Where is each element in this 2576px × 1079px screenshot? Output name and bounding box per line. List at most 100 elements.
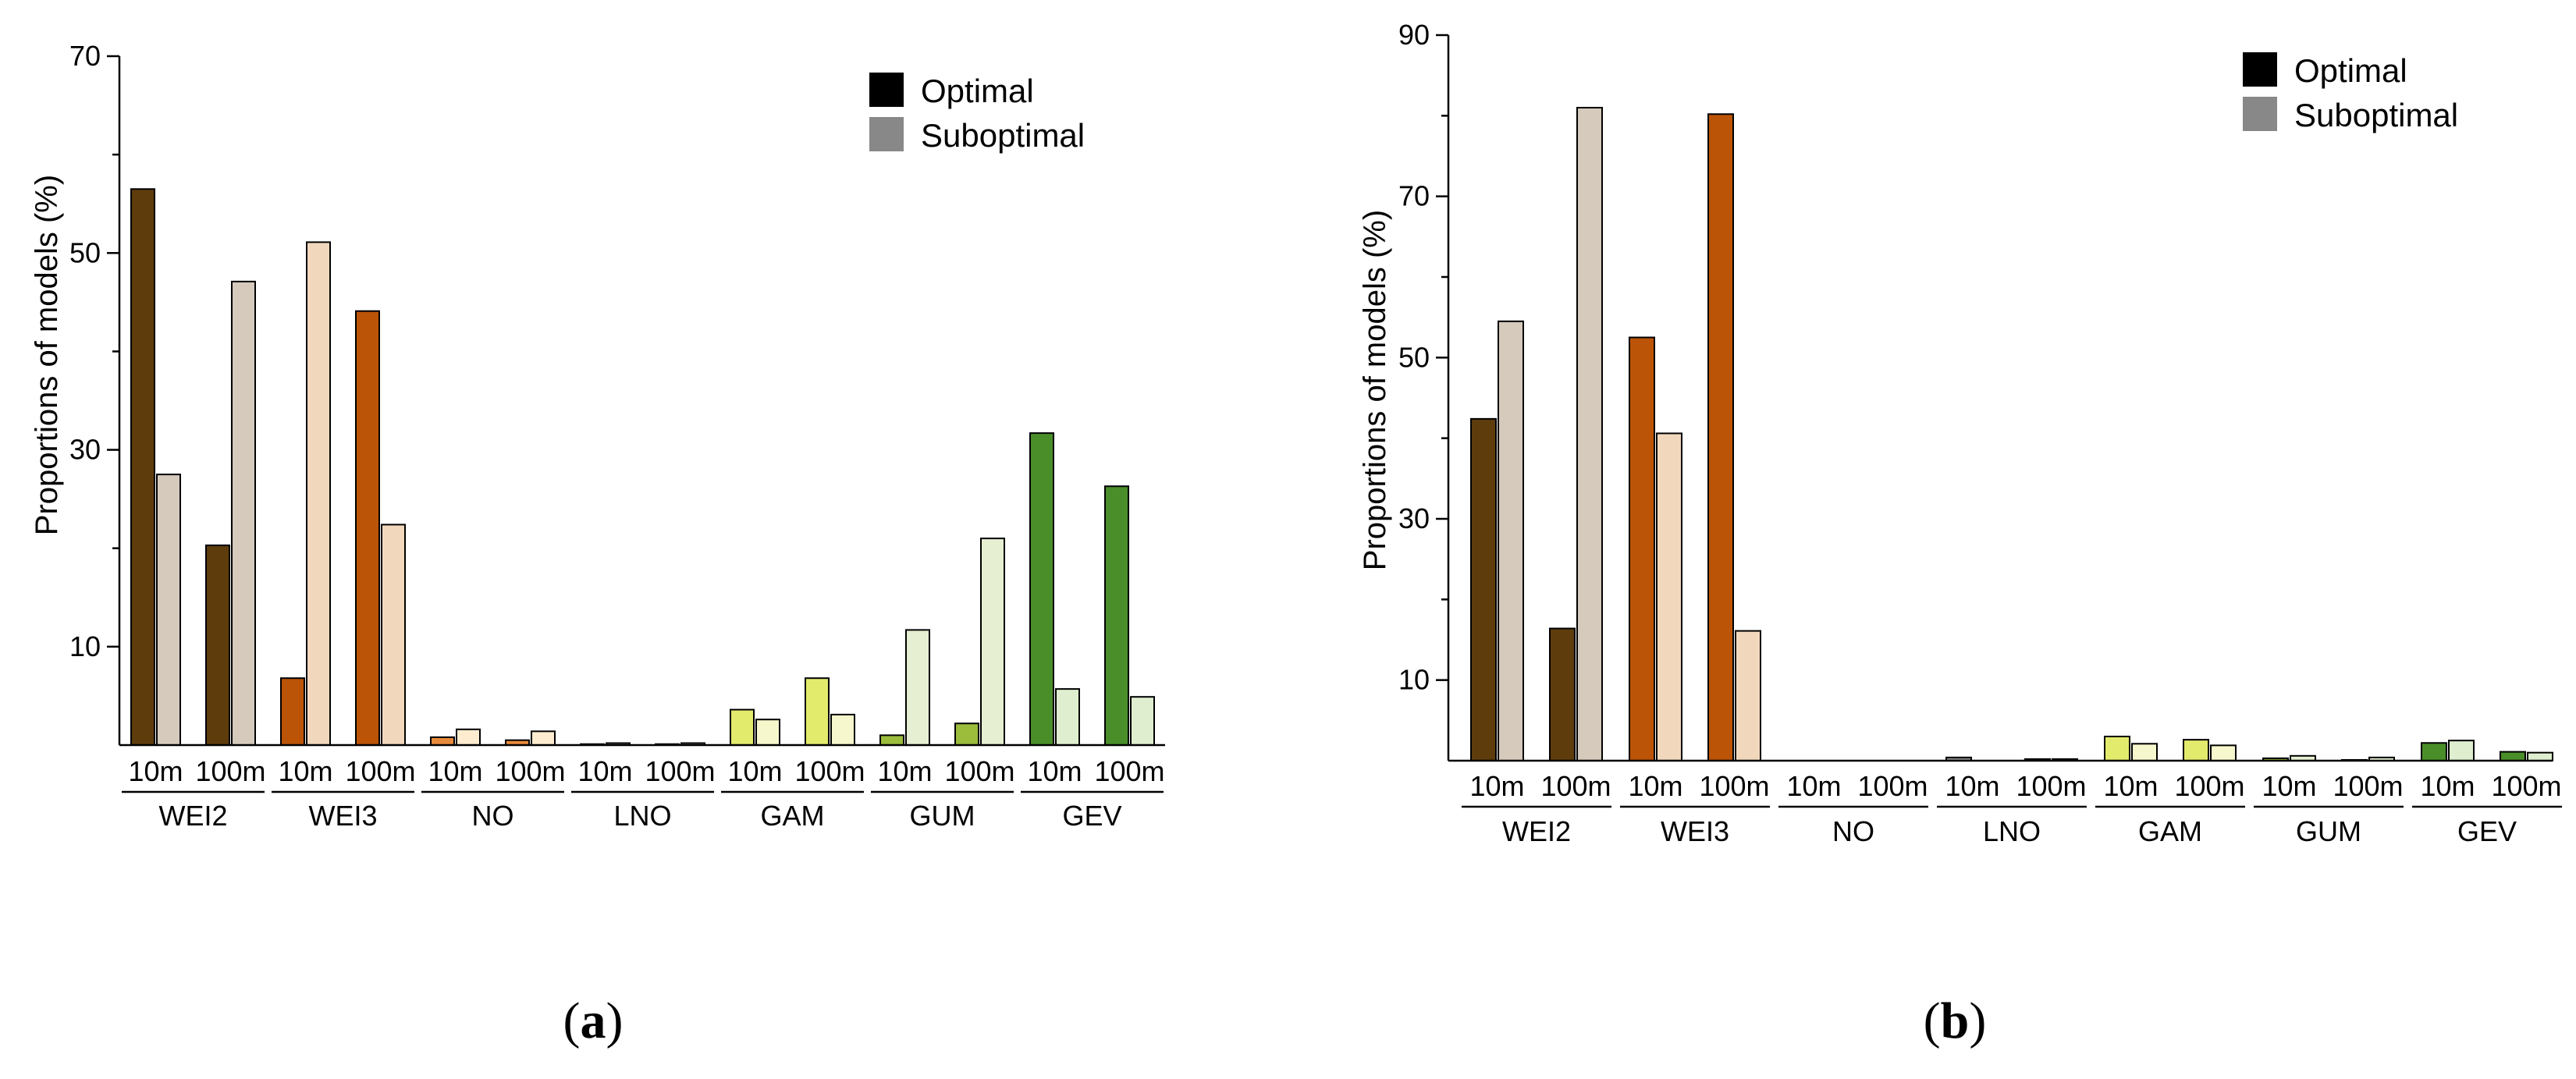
panel-a-legend-swatch-optimal <box>869 73 904 107</box>
x-sub-label: 10m <box>428 755 482 787</box>
y-tick-label: 10 <box>1398 664 1430 696</box>
bar-gum-10m-suboptimal <box>905 629 930 746</box>
panel-b-y-axis: 10 30 50 70 90 <box>1398 19 1450 761</box>
bar-wei2-10m-suboptimal <box>1498 320 1524 762</box>
bar-wei3-10m-suboptimal <box>306 241 331 747</box>
bar-gev-100m-suboptimal <box>1130 696 1155 747</box>
x-sub-label: 100m <box>794 755 865 787</box>
x-sub-label: 100m <box>1857 770 1928 802</box>
panel-b-chart: 10 30 50 70 90 10m 100m WEI2 10m 100m WEI3 10m 100m… <box>1358 19 2562 1049</box>
x-sub-label: 100m <box>944 755 1014 787</box>
panel-a-legend-label-optimal: Optimal <box>921 73 1034 109</box>
x-sub-label: 100m <box>345 755 415 787</box>
x-group-label: LNO <box>613 800 671 832</box>
panel-a-y-axis-title: Proportions of models (%) <box>30 175 64 535</box>
x-sub-label: 100m <box>645 755 715 787</box>
panel-b-legend-label-optimal: Optimal <box>2294 52 2407 89</box>
bar-wei2-10m-optimal <box>1470 417 1497 761</box>
bar-gam-100m-suboptimal <box>2210 744 2237 761</box>
x-group-label: LNO <box>1983 815 2041 847</box>
x-sub-label: 100m <box>2491 770 2561 802</box>
bar-gam-10m-suboptimal <box>2131 743 2158 761</box>
x-sub-label: 10m <box>278 755 332 787</box>
bar-wei2-100m-suboptimal <box>1576 107 1603 761</box>
panel-a-x-axis: 10m 100m WEI2 10m 100m WEI3 10m 100m NO 10m 100m LN… <box>119 744 1165 832</box>
x-group-label: GEV <box>2457 815 2517 847</box>
panel-a-bars <box>130 188 1155 747</box>
bar-wei2-100m-optimal <box>1549 627 1576 761</box>
bar-wei3-10m-optimal <box>280 677 305 746</box>
bar-gev-100m-optimal <box>1104 485 1129 746</box>
bar-wei3-100m-suboptimal <box>381 524 406 746</box>
bar-gam-100m-suboptimal <box>830 713 855 746</box>
x-sub-label: 100m <box>1094 755 1164 787</box>
bar-wei3-100m-optimal <box>355 310 380 746</box>
x-sub-label: 100m <box>495 755 565 787</box>
bar-gum-10m-optimal <box>879 734 904 747</box>
bar-wei2-100m-optimal <box>205 544 230 746</box>
bar-no-10m-optimal <box>430 736 455 746</box>
panel-a-label: (a) <box>563 992 624 1049</box>
x-sub-label: 10m <box>2420 770 2475 802</box>
panel-a-legend-swatch-suboptimal <box>869 117 904 151</box>
bar-gev-100m-optimal <box>2500 751 2526 762</box>
y-tick-label: 30 <box>1398 502 1430 534</box>
bar-gev-100m-suboptimal <box>2527 751 2553 762</box>
panel-a-legend: Optimal Suboptimal <box>869 73 1085 154</box>
bar-wei2-10m-suboptimal <box>156 474 181 746</box>
bar-gev-10m-suboptimal <box>1055 688 1080 746</box>
bar-wei3-100m-suboptimal <box>1735 630 1761 762</box>
x-sub-label: 10m <box>727 755 782 787</box>
panel-a-y-axis: 10 30 50 70 <box>69 40 121 745</box>
x-group-label: GEV <box>1062 800 1121 832</box>
panel-a-label-letter: a <box>581 992 606 1049</box>
x-sub-label: 10m <box>128 755 183 787</box>
panel-a-chart: 10 30 50 70 10m 100m WEI2 10m 100m WEI3 10m 100m NO… <box>30 40 1165 1049</box>
x-sub-label: 100m <box>2174 770 2244 802</box>
x-group-label: NO <box>1832 815 1874 847</box>
bar-gev-10m-suboptimal <box>2448 740 2475 762</box>
x-sub-label: 10m <box>2103 770 2158 802</box>
bar-wei3-100m-optimal <box>1707 113 1734 761</box>
x-sub-label: 10m <box>1628 770 1682 802</box>
y-tick-label: 50 <box>1398 341 1430 373</box>
bar-wei3-10m-suboptimal <box>1656 432 1682 761</box>
bar-gam-10m-optimal <box>730 708 755 746</box>
panel-a-legend-label-suboptimal: Suboptimal <box>921 117 1085 154</box>
x-group-label: GUM <box>910 800 975 832</box>
bar-gum-100m-optimal <box>954 722 979 747</box>
x-sub-label: 10m <box>1945 770 1999 802</box>
bar-gev-10m-optimal <box>2421 742 2447 761</box>
y-tick-label: 50 <box>69 236 101 268</box>
bar-wei3-10m-optimal <box>1629 336 1655 761</box>
x-sub-label: 10m <box>577 755 632 787</box>
panel-b-legend-swatch-optimal <box>2243 52 2277 87</box>
panel-b-x-axis: 10m 100m WEI2 10m 100m WEI3 10m 100m NO 10m 100m LN… <box>1448 759 2562 847</box>
x-group-label: GAM <box>2138 815 2202 847</box>
x-sub-label: 100m <box>2016 770 2086 802</box>
x-group-label: WEI2 <box>158 800 227 832</box>
panel-b-label: (b) <box>1924 992 1987 1049</box>
x-group-label: GAM <box>760 800 824 832</box>
panel-b-y-axis-title: Proportions of models (%) <box>1358 210 1392 570</box>
panel-b-legend-swatch-suboptimal <box>2243 97 2277 131</box>
x-sub-label: 10m <box>1469 770 1524 802</box>
bar-wei2-100m-suboptimal <box>231 280 256 747</box>
x-sub-label: 10m <box>1027 755 1082 787</box>
x-group-label: WEI2 <box>1502 815 1571 847</box>
bar-gam-100m-optimal <box>2183 739 2209 762</box>
bar-gam-100m-optimal <box>805 677 830 746</box>
bar-gev-10m-optimal <box>1029 432 1054 746</box>
x-group-label: GUM <box>2296 815 2361 847</box>
x-sub-label: 100m <box>1699 770 1769 802</box>
bar-wei2-10m-optimal <box>130 188 155 747</box>
bar-gam-10m-suboptimal <box>755 719 780 747</box>
x-sub-label: 100m <box>195 755 265 787</box>
y-tick-label: 70 <box>69 40 101 72</box>
x-sub-label: 10m <box>1786 770 1841 802</box>
x-group-label: WEI3 <box>308 800 377 832</box>
x-sub-label: 10m <box>2262 770 2316 802</box>
bar-no-10m-suboptimal <box>456 728 481 746</box>
